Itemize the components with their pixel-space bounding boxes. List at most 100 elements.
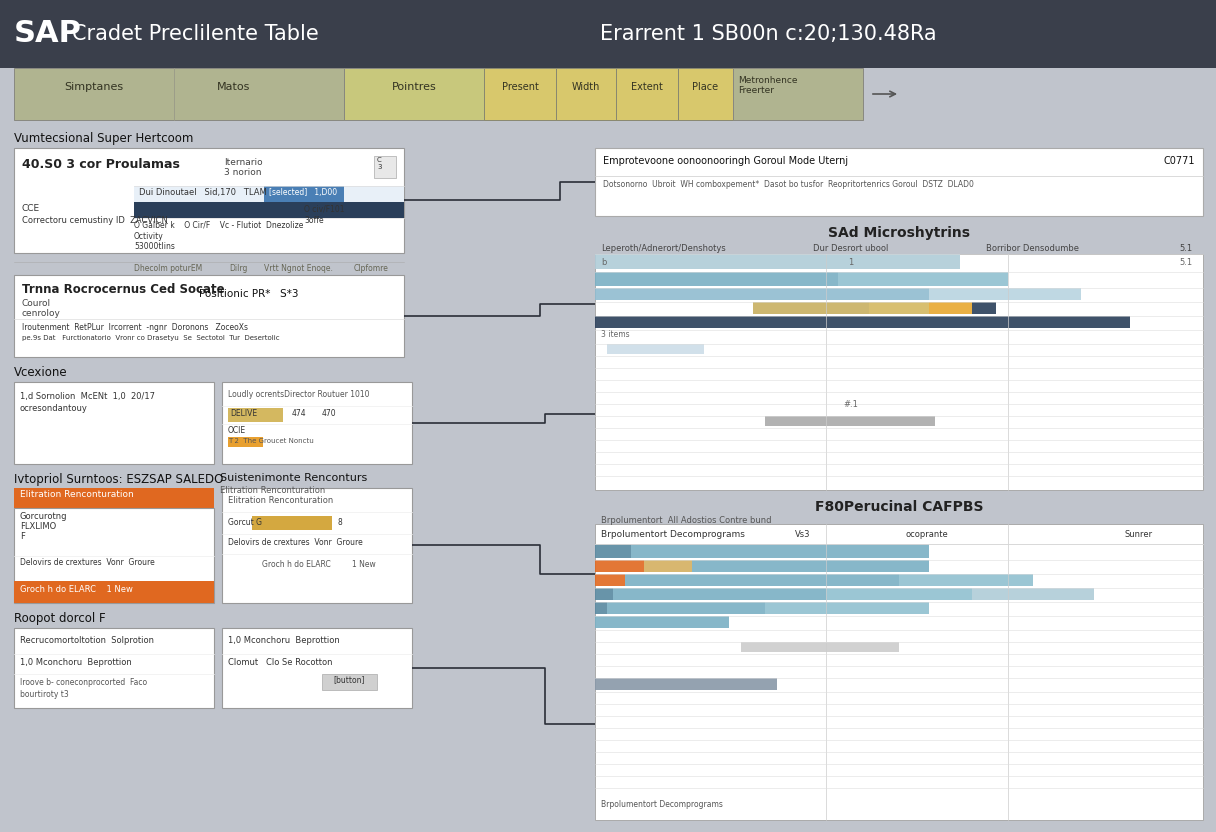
Text: Clomut   Clo Se Rocotton: Clomut Clo Se Rocotton xyxy=(229,658,332,667)
Text: Elitration Renconturation: Elitration Renconturation xyxy=(229,496,333,505)
Bar xyxy=(613,588,826,600)
Text: Delovirs de crextures  Vonr  Groure: Delovirs de crextures Vonr Groure xyxy=(229,538,362,547)
Text: [selected]   1,D00: [selected] 1,D00 xyxy=(269,188,337,197)
Text: Vumtecsional Super Hertcoom: Vumtecsional Super Hertcoom xyxy=(15,132,193,145)
Bar xyxy=(617,68,679,120)
Text: pe.9s Dat   Furctionatorio  Vronr co Drasetyu  Se  Sectotol  Tur  Desertolic: pe.9s Dat Furctionatorio Vronr co Draset… xyxy=(22,335,280,341)
Text: Emprotevoone oonoonooringh Goroul Mode Uternj: Emprotevoone oonoonooringh Goroul Mode U… xyxy=(603,156,848,166)
Bar xyxy=(607,344,704,354)
Bar xyxy=(134,202,404,218)
Text: CCE: CCE xyxy=(22,204,40,213)
Text: Dotsonorno  Ubroit  WH comboxpement*  Dasot bo tusfor  Reopritortenrics Goroul  : Dotsonorno Ubroit WH comboxpement* Dasot… xyxy=(603,180,974,189)
Bar xyxy=(595,560,643,572)
Text: Recrucomortoltotion  Solprotion: Recrucomortoltotion Solprotion xyxy=(19,636,154,645)
Bar xyxy=(264,186,344,202)
Bar xyxy=(322,674,377,690)
Bar xyxy=(15,508,214,603)
Text: 3 items: 3 items xyxy=(601,330,630,339)
Text: Dilrg: Dilrg xyxy=(229,264,247,273)
Text: Simptanes: Simptanes xyxy=(64,82,124,92)
Text: ocoprante: ocoprante xyxy=(905,530,947,539)
Text: F: F xyxy=(19,532,24,541)
Bar xyxy=(595,288,929,300)
Text: #.1: #.1 xyxy=(843,400,857,409)
Bar xyxy=(15,68,344,120)
Text: FLXLIMO: FLXLIMO xyxy=(19,522,56,531)
Text: Sunrer: Sunrer xyxy=(1125,530,1153,539)
Text: C
3: C 3 xyxy=(377,157,382,170)
Text: Present: Present xyxy=(501,82,539,92)
Text: Elitration Renconturation: Elitration Renconturation xyxy=(19,490,134,499)
Text: Suistenimonte Renconturs: Suistenimonte Renconturs xyxy=(220,473,367,483)
Text: Iternario
3 norion: Iternario 3 norion xyxy=(224,158,263,177)
Bar xyxy=(625,574,899,586)
Text: Erarrent 1 SB00n c:20;130.48Ra: Erarrent 1 SB00n c:20;130.48Ra xyxy=(599,24,936,44)
Text: Matos: Matos xyxy=(218,82,250,92)
Bar xyxy=(595,588,613,600)
Text: Borribor Densodumbe: Borribor Densodumbe xyxy=(986,244,1080,253)
Text: b: b xyxy=(601,258,607,267)
Bar xyxy=(631,544,929,557)
Text: Trnna Rocrocernus Ced Socate: Trnna Rocrocernus Ced Socate xyxy=(22,283,225,296)
Bar xyxy=(595,254,1203,490)
Text: T 2  The Groucet Nonctu: T 2 The Groucet Nonctu xyxy=(229,438,314,444)
Text: DELIVE: DELIVE xyxy=(230,409,257,418)
Bar xyxy=(595,616,728,628)
Text: 470: 470 xyxy=(322,409,337,418)
Text: Vrtt Ngnot Enoqe.: Vrtt Ngnot Enoqe. xyxy=(264,264,333,273)
Text: 5.1: 5.1 xyxy=(1180,258,1193,267)
Bar xyxy=(765,602,929,614)
Text: 1,0 Mconchoru  Beprottion: 1,0 Mconchoru Beprottion xyxy=(19,658,131,667)
Bar xyxy=(595,678,777,690)
Bar xyxy=(753,302,868,314)
Text: Groch h do ELARC    1 New: Groch h do ELARC 1 New xyxy=(19,585,133,594)
Text: 5.1: 5.1 xyxy=(1180,244,1193,253)
Bar xyxy=(595,544,631,557)
Bar xyxy=(223,488,412,603)
Text: O civ/F101: O civ/F101 xyxy=(304,204,344,213)
Bar xyxy=(229,437,263,447)
Text: Dur Desrort ubool: Dur Desrort ubool xyxy=(812,244,888,253)
Text: Width: Width xyxy=(572,82,601,92)
Bar xyxy=(733,68,863,120)
Text: SAP: SAP xyxy=(15,19,81,48)
Bar xyxy=(929,288,1081,300)
Text: Vcexione: Vcexione xyxy=(15,366,68,379)
Bar xyxy=(15,148,404,253)
Bar xyxy=(223,628,412,708)
Text: Ivtopriol Surntoos: ESZSAP SALEDO: Ivtopriol Surntoos: ESZSAP SALEDO xyxy=(15,473,224,486)
Text: Place: Place xyxy=(692,82,719,92)
Text: Octivity
53000tlins: Octivity 53000tlins xyxy=(134,232,175,251)
Text: Iroove b- coneconprocorted  Faco: Iroove b- coneconprocorted Faco xyxy=(19,678,147,687)
Bar xyxy=(15,628,214,708)
Text: Metronhence
Freerter: Metronhence Freerter xyxy=(738,76,798,96)
Text: Vs3: Vs3 xyxy=(795,530,811,539)
Text: O Galber k    O Cir/F    Vc - Flutiot  Dnezolize: O Galber k O Cir/F Vc - Flutiot Dnezoliz… xyxy=(134,220,303,229)
Bar xyxy=(679,68,733,120)
Bar xyxy=(229,408,283,422)
Text: Roopot dorcol F: Roopot dorcol F xyxy=(15,612,106,625)
Text: bourtiroty t3: bourtiroty t3 xyxy=(19,690,69,699)
Text: 474: 474 xyxy=(292,409,306,418)
Text: C0771: C0771 xyxy=(1164,156,1195,166)
Bar xyxy=(252,516,332,530)
Text: Dui Dinoutael   Sid,170   TLAM: Dui Dinoutael Sid,170 TLAM xyxy=(139,188,266,197)
Bar xyxy=(15,581,214,603)
Bar xyxy=(595,148,1203,216)
Bar xyxy=(15,275,404,357)
Bar xyxy=(484,68,556,120)
Bar xyxy=(15,382,214,464)
Bar xyxy=(972,302,996,314)
Bar xyxy=(15,488,214,508)
Text: Brpolumentort Decomprograms: Brpolumentort Decomprograms xyxy=(601,800,722,809)
Text: [button]: [button] xyxy=(333,675,365,684)
Bar xyxy=(223,382,412,464)
Bar xyxy=(134,186,404,202)
Bar xyxy=(344,68,484,120)
Text: Courol
cenroloy: Courol cenroloy xyxy=(22,299,61,319)
Bar xyxy=(375,156,396,178)
Text: 1 New: 1 New xyxy=(351,560,376,569)
Text: Correctoru cemustiny ID  ZACVICN: Correctoru cemustiny ID ZACVICN xyxy=(22,216,168,225)
Text: 8: 8 xyxy=(337,518,342,527)
Text: Elitration Renconturation: Elitration Renconturation xyxy=(220,486,325,495)
